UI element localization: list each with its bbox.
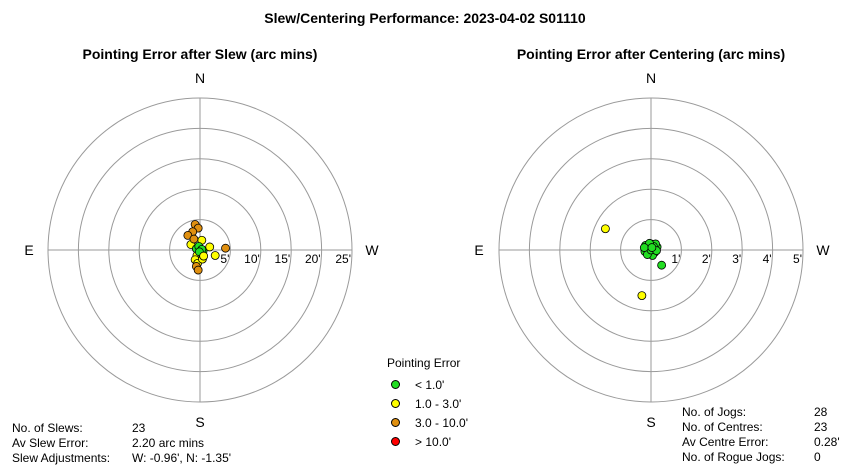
legend-label: 3.0 - 10.0' [415, 415, 468, 430]
stat-row: No. of Centres: 23 [682, 420, 840, 435]
slew-error-point [193, 265, 203, 275]
stat-row: Av Slew Error: 2.20 arc mins [12, 436, 231, 451]
centering-error-point [647, 243, 657, 252]
centering-ring-label: 5' [793, 252, 802, 266]
centering-error-point [601, 224, 610, 234]
legend-item-green: < 1.0' [387, 375, 468, 394]
centering-polar-chart: Pointing Error after Centering (arc mins… [474, 46, 830, 430]
slew-ring-label: 5' [220, 252, 229, 266]
stat-value: 2.20 arc mins [132, 436, 205, 450]
centering-chart-title: Pointing Error after Centering (arc mins… [517, 46, 785, 62]
slew-ring-label: 25' [335, 252, 351, 266]
centering-ring-label: 3' [732, 252, 741, 266]
slew-ring-label: 10' [244, 252, 260, 266]
stat-label: No. of Jogs: [682, 405, 747, 419]
centering-ring-label: 2' [702, 252, 711, 266]
stat-label: Av Centre Error: [682, 435, 769, 449]
legend-item-yellow: 1.0 - 3.0' [387, 394, 468, 413]
legend-label: < 1.0' [415, 377, 445, 392]
centering-error-point [637, 291, 647, 301]
slew-error-point [205, 242, 215, 252]
legend-label: > 10.0' [415, 434, 451, 449]
centering-error-point [639, 243, 649, 252]
legend-swatch [391, 380, 400, 389]
stat-label: Slew Adjustments: [12, 451, 111, 465]
legend-swatch [391, 399, 400, 408]
stat-value: W: -0.96', N: -1.35' [132, 451, 232, 465]
stat-row: Slew Adjustments: W: -0.96', N: -1.35' [12, 451, 231, 466]
stat-label: Av Slew Error: [12, 436, 89, 450]
centering-west-label: W [816, 242, 830, 258]
slew-chart-title: Pointing Error after Slew (arc mins) [83, 46, 318, 62]
slew-east-label: E [24, 242, 33, 258]
centering-ring-label: 1' [671, 252, 680, 266]
slew-ring-label: 20' [305, 252, 321, 266]
pointing-error-legend: Pointing Error < 1.0' 1.0 - 3.0' 3.0 - 1… [387, 356, 468, 451]
slew-error-point [199, 251, 209, 261]
slew-error-point [210, 251, 220, 260]
centering-stats: No. of Jogs: 28 No. of Centres: 23 Av Ce… [682, 405, 840, 465]
centering-north-label: N [646, 70, 656, 86]
stat-value: 28 [814, 405, 828, 419]
slew-error-point [221, 243, 230, 253]
stat-value: 23 [132, 421, 146, 435]
stat-label: No. of Slews: [12, 421, 83, 435]
stat-row: No. of Rogue Jogs: 0 [682, 450, 840, 465]
slew-ring-label: 15' [275, 252, 291, 266]
centering-error-point [657, 260, 667, 270]
stat-value: 23 [814, 420, 828, 434]
slew-stats: No. of Slews: 23 Av Slew Error: 2.20 arc… [12, 421, 231, 466]
stat-value: 0 [814, 450, 821, 464]
slew-north-label: N [195, 70, 205, 86]
stat-row: No. of Slews: 23 [12, 421, 231, 436]
legend-title: Pointing Error [387, 356, 461, 370]
stat-row: Av Centre Error: 0.28' [682, 435, 840, 450]
centering-east-label: E [474, 242, 483, 258]
figure-title: Slew/Centering Performance: 2023-04-02 S… [264, 10, 586, 26]
slew-polar-chart: Pointing Error after Slew (arc mins) N S… [24, 46, 379, 430]
centering-south-label: S [646, 414, 655, 430]
stat-label: No. of Centres: [682, 420, 763, 434]
stat-row: No. of Jogs: 28 [682, 405, 840, 420]
legend-item-orange: 3.0 - 10.0' [387, 413, 468, 432]
slew-west-label: W [365, 242, 379, 258]
stat-value: 0.28' [814, 435, 840, 449]
stat-label: No. of Rogue Jogs: [682, 450, 785, 464]
slew-south-label: S [195, 414, 204, 430]
legend-label: 1.0 - 3.0' [415, 396, 462, 411]
legend-swatch [391, 437, 400, 446]
legend-swatch [391, 418, 400, 427]
legend-item-red: > 10.0' [387, 432, 468, 451]
centering-ring-label: 4' [763, 252, 772, 266]
slew-error-point [189, 234, 199, 244]
